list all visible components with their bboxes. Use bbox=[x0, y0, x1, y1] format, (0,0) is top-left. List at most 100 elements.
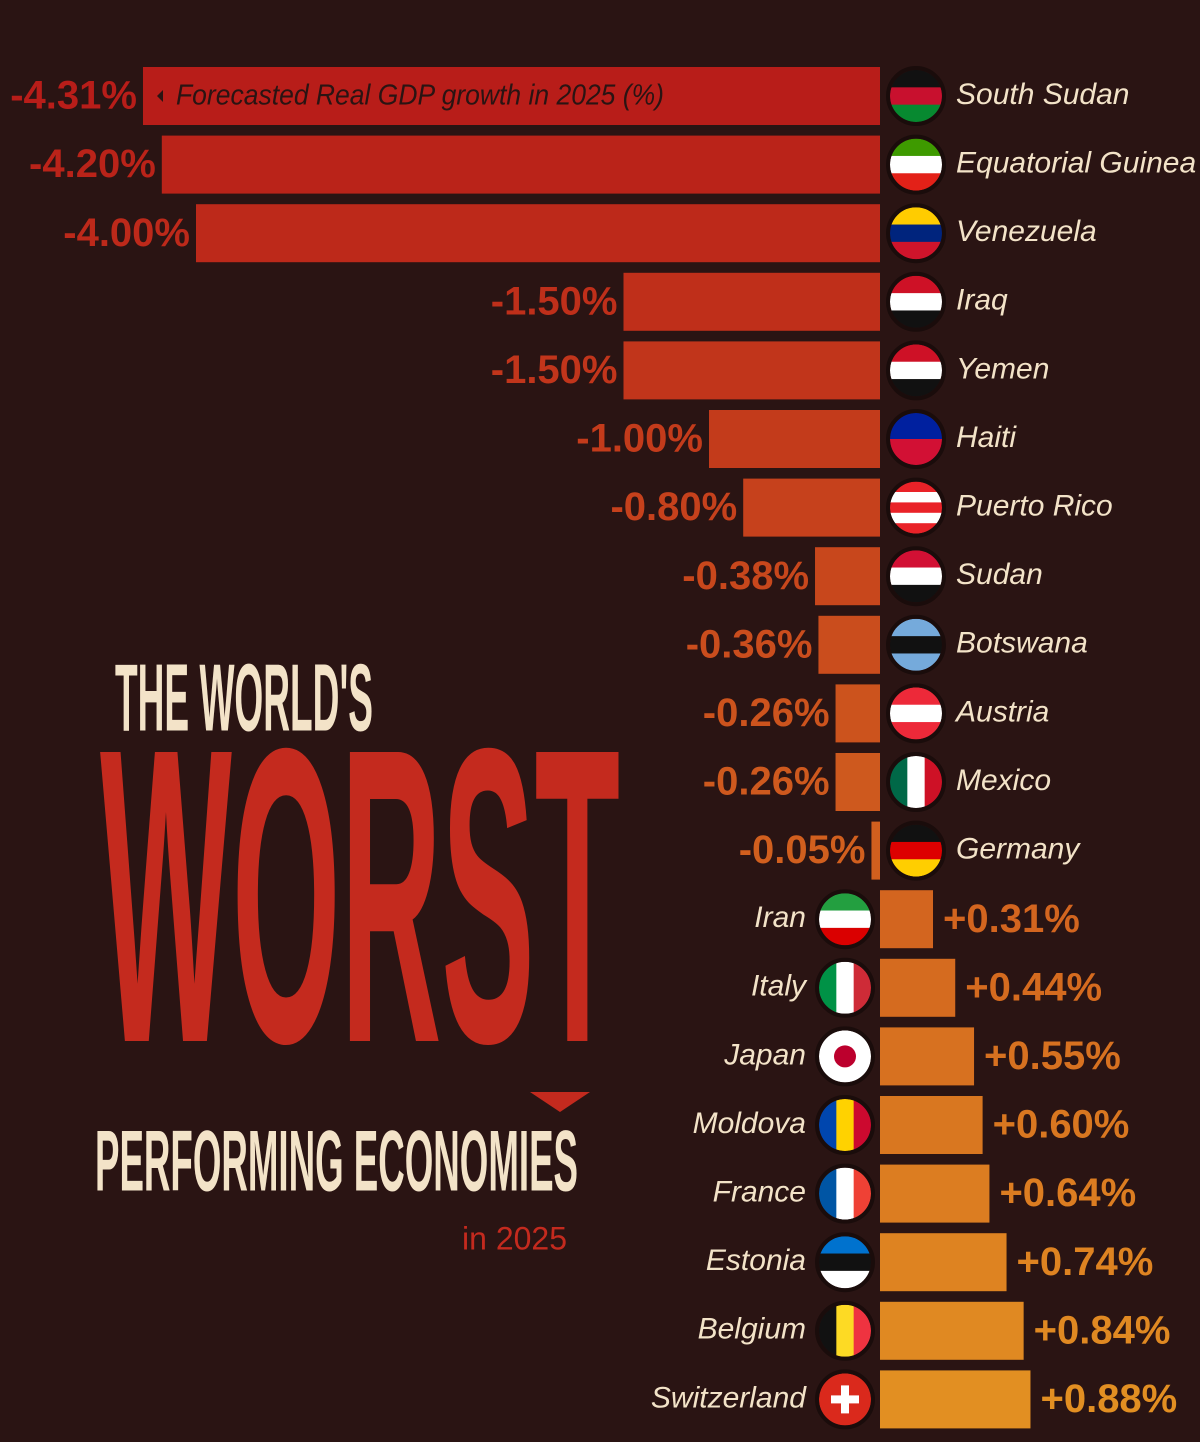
flag-stripe bbox=[924, 756, 942, 808]
value-label: +0.31% bbox=[943, 897, 1080, 941]
bar bbox=[880, 1233, 1007, 1292]
flag-ring bbox=[815, 1026, 875, 1087]
country-label: Mexico bbox=[956, 764, 1051, 797]
flag-stripe bbox=[819, 893, 871, 912]
flag-stripe bbox=[890, 87, 942, 106]
flag bbox=[890, 138, 942, 191]
flag-stripe bbox=[836, 1167, 855, 1220]
bar bbox=[815, 547, 880, 606]
flag bbox=[890, 70, 942, 122]
flag bbox=[890, 618, 942, 671]
country-label: Belgium bbox=[698, 1313, 806, 1346]
flag-stripe bbox=[853, 1099, 871, 1151]
bar bbox=[880, 1164, 990, 1223]
flag-stripe bbox=[836, 961, 855, 1014]
flag-ring bbox=[815, 1163, 875, 1224]
value-label: +0.64% bbox=[999, 1171, 1136, 1215]
flag bbox=[819, 893, 871, 946]
flag-ring bbox=[886, 203, 946, 264]
country-label: Iraq bbox=[956, 284, 1008, 317]
bar bbox=[871, 821, 880, 880]
flag-stripe bbox=[890, 523, 942, 534]
value-label: -0.80% bbox=[610, 485, 737, 529]
flag bbox=[819, 1167, 871, 1220]
subtitle: in 2025 bbox=[462, 1220, 567, 1256]
flag-ring bbox=[815, 1232, 875, 1293]
flag-ring bbox=[886, 66, 946, 126]
flag-ring bbox=[815, 889, 875, 950]
flag-stripe bbox=[890, 241, 942, 260]
flag-stripe bbox=[890, 361, 942, 380]
flag-stripe bbox=[890, 481, 942, 493]
bar bbox=[880, 1370, 1031, 1429]
flag-ring bbox=[886, 546, 946, 607]
flag bbox=[890, 756, 942, 808]
flag-stripe bbox=[890, 687, 942, 706]
flag-ring bbox=[815, 957, 875, 1018]
flag-stripe bbox=[890, 492, 942, 503]
value-label: +0.88% bbox=[1040, 1377, 1177, 1421]
value-label: +0.60% bbox=[993, 1103, 1130, 1147]
flag-stripe bbox=[890, 138, 942, 157]
flag-stripe bbox=[890, 824, 942, 843]
flag-ring bbox=[815, 1095, 875, 1155]
flag-ring bbox=[815, 1369, 875, 1430]
flag-stripe bbox=[853, 1304, 871, 1357]
flag-stripe bbox=[890, 173, 942, 191]
flag-stripe bbox=[890, 512, 942, 524]
flag-stripe bbox=[890, 207, 942, 226]
flag-stripe bbox=[890, 584, 942, 603]
flag-stripe bbox=[890, 293, 942, 311]
flag-ring bbox=[886, 820, 946, 881]
country-label: Austria bbox=[954, 695, 1049, 728]
flag bbox=[890, 344, 942, 397]
value-label: -0.36% bbox=[686, 622, 813, 666]
flag-stripe bbox=[890, 756, 908, 808]
value-label: -0.26% bbox=[703, 691, 830, 735]
value-label: -1.50% bbox=[491, 279, 618, 323]
value-label: -4.31% bbox=[10, 74, 137, 118]
flag bbox=[890, 207, 942, 260]
title-arrow bbox=[530, 1092, 590, 1112]
country-label: Switzerland bbox=[651, 1381, 807, 1414]
flag-stripe bbox=[836, 1099, 855, 1151]
flag-stripe bbox=[819, 927, 871, 946]
flag-stripe bbox=[907, 756, 926, 808]
value-label: -4.20% bbox=[29, 142, 156, 186]
flag-stripe bbox=[890, 275, 942, 294]
flag-stripe bbox=[890, 618, 942, 637]
flag-stripe bbox=[819, 1167, 837, 1220]
flag bbox=[890, 687, 942, 740]
flag-ring bbox=[886, 477, 946, 538]
flag-stripe bbox=[819, 1270, 871, 1289]
bar bbox=[196, 204, 880, 263]
title-main: WORST bbox=[100, 662, 620, 1131]
country-label: Estonia bbox=[706, 1244, 806, 1277]
value-label: -0.05% bbox=[739, 828, 866, 872]
value-label: +0.84% bbox=[1034, 1308, 1171, 1352]
flag-stripe bbox=[836, 1304, 855, 1357]
flag bbox=[819, 1099, 871, 1151]
title-bottom: PERFORMING ECONOMIES bbox=[95, 1114, 578, 1210]
country-label: Puerto Rico bbox=[956, 490, 1113, 523]
value-label: -0.26% bbox=[703, 760, 830, 804]
country-label: Venezuela bbox=[956, 215, 1097, 248]
bar bbox=[880, 890, 934, 949]
flag-ring bbox=[886, 683, 946, 744]
country-label: France bbox=[713, 1176, 806, 1209]
country-label: Germany bbox=[956, 833, 1081, 866]
flag-stripe bbox=[890, 653, 942, 671]
flag-stripe bbox=[890, 636, 942, 654]
flag-ring bbox=[886, 409, 946, 469]
country-label: Italy bbox=[751, 970, 808, 1003]
flag-stripe bbox=[890, 224, 942, 243]
flag bbox=[819, 1304, 871, 1357]
flag-stripe bbox=[890, 550, 942, 569]
flag-ring bbox=[886, 752, 946, 812]
country-label: South Sudan bbox=[956, 78, 1129, 111]
value-label: -1.00% bbox=[576, 417, 703, 461]
country-label: Botswana bbox=[956, 627, 1088, 660]
bar bbox=[709, 410, 880, 468]
flag-ring bbox=[886, 340, 946, 401]
